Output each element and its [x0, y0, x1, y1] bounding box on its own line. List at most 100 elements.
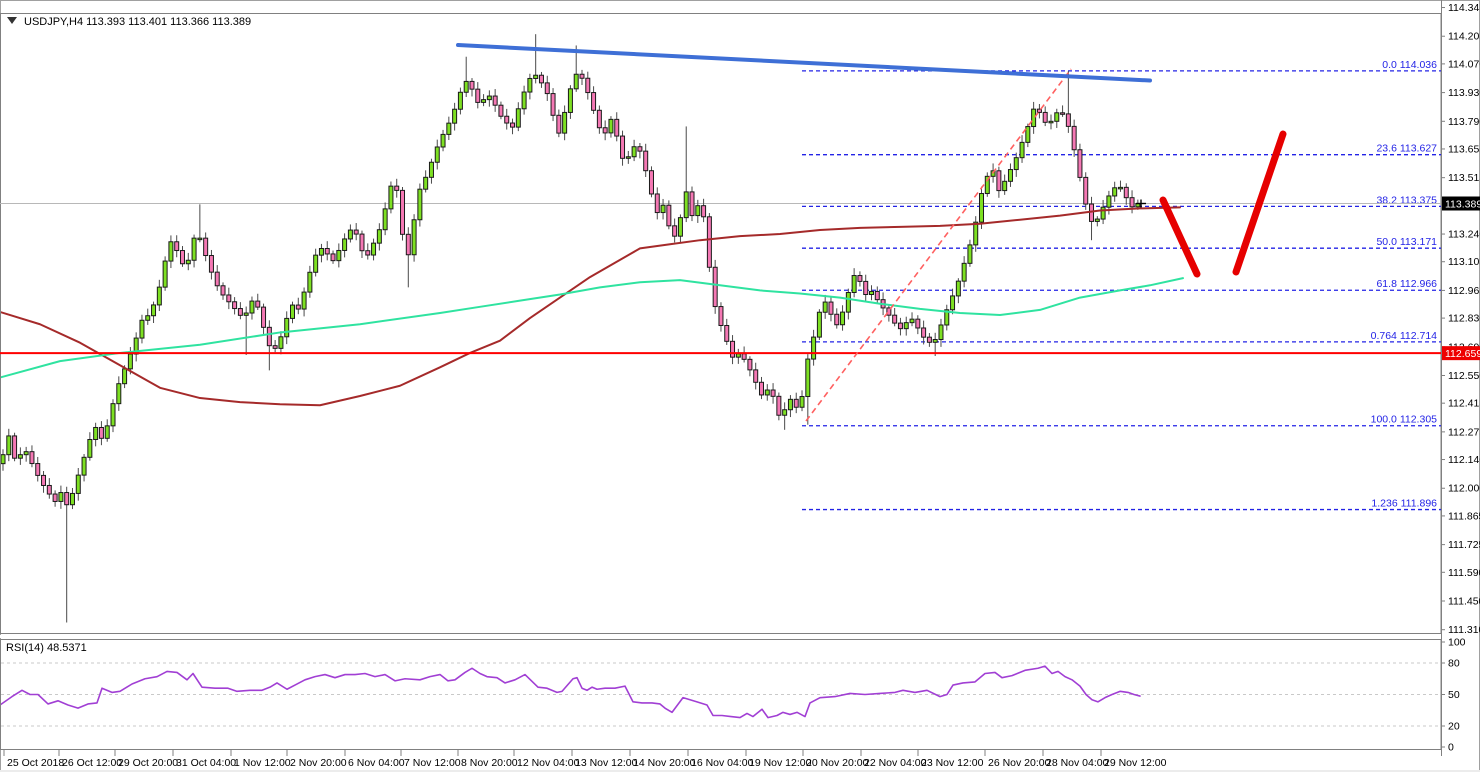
candle [179, 246, 185, 267]
slow-ma-line [1, 206, 1181, 407]
time-tick-label: 26 Nov 20:00 [988, 757, 1051, 769]
candle [938, 318, 944, 347]
candle [492, 89, 498, 112]
candle [249, 296, 255, 320]
candle [666, 200, 672, 230]
fib-level-label: 38.2 113.375 [1376, 194, 1437, 206]
candle [984, 172, 990, 197]
candle [961, 256, 967, 288]
candle [139, 314, 145, 344]
candle [232, 297, 238, 315]
time-tick-label: 16 Nov 04:00 [691, 757, 754, 769]
candle [718, 302, 724, 332]
candle [359, 230, 365, 258]
time-tick-label: 2 Nov 20:00 [290, 757, 347, 769]
candle [533, 34, 539, 84]
projection-arrow-down[interactable] [1159, 196, 1201, 278]
candle [336, 243, 342, 268]
candle [660, 198, 666, 220]
candle [52, 490, 58, 507]
candle [672, 218, 678, 243]
candle [168, 235, 174, 269]
candle [185, 252, 191, 271]
symbol-dropdown-icon[interactable] [7, 17, 17, 24]
price-tags-layer: 112.659 113.389 [1442, 196, 1480, 361]
candle [510, 118, 516, 135]
price-tick-label: 112.550 [1448, 370, 1480, 382]
price-tick-label: 112.275 [1448, 426, 1480, 438]
candle [428, 158, 434, 184]
candle [950, 288, 956, 315]
candle [1042, 106, 1048, 127]
candle [353, 223, 359, 241]
descending-resistance-trendline[interactable] [456, 43, 1152, 83]
candle [347, 224, 353, 243]
time-tick-label: 6 Nov 04:00 [348, 757, 405, 769]
price-tick-label: 113.655 [1448, 143, 1480, 155]
candle [770, 383, 776, 404]
candle [290, 301, 295, 324]
candle [452, 102, 458, 131]
candle [550, 88, 556, 122]
svg-text:113.389: 113.389 [1445, 199, 1480, 211]
fib-level-label: 23.6 113.627 [1376, 143, 1437, 155]
candle [261, 303, 267, 334]
candle [457, 87, 463, 115]
price-tick-label: 113.240 [1448, 229, 1480, 241]
candle [620, 130, 626, 166]
candle [382, 202, 388, 236]
candle [579, 69, 585, 85]
rsi-indicator-label: RSI(14) 48.5371 [6, 642, 87, 654]
candle [1025, 123, 1031, 148]
candle [81, 454, 87, 482]
time-tick-label: 14 Nov 20:00 [633, 757, 696, 769]
price-tick-label: 111.310 [1448, 624, 1480, 636]
candle [1071, 119, 1077, 157]
candle [845, 288, 851, 320]
time-tick-label: 7 Nov 12:00 [404, 757, 461, 769]
candle [475, 82, 481, 109]
candle [145, 308, 151, 325]
candle [405, 227, 411, 288]
rsi-tick-label: 50 [1448, 689, 1460, 701]
candle [197, 204, 203, 243]
candle [214, 265, 220, 291]
svg-text:112.659: 112.659 [1445, 348, 1480, 360]
candle [886, 304, 892, 322]
candle [255, 293, 261, 311]
candle [330, 250, 336, 264]
candle [782, 402, 788, 430]
candle [17, 447, 23, 465]
candle [272, 340, 278, 353]
candle [538, 71, 544, 88]
candle [921, 320, 927, 345]
candle [104, 419, 110, 442]
ascending-dashed-trendline[interactable] [805, 68, 1072, 422]
candle [342, 233, 348, 258]
candle [753, 362, 759, 390]
candle [1013, 152, 1019, 177]
candle [758, 376, 764, 400]
candle [683, 126, 689, 223]
rsi-pane [0, 639, 1442, 750]
candle [417, 183, 423, 227]
price-tick-label: 112.000 [1448, 483, 1480, 495]
candle [486, 90, 492, 107]
candle [614, 112, 620, 142]
candle [787, 395, 793, 418]
price-axis[interactable]: 114.345 114.205 114.070 113.930 113.790 113.6… [1441, 2, 1480, 636]
candle [776, 392, 782, 421]
candle [307, 265, 313, 298]
fib-level-label: 50.0 113.171 [1376, 236, 1437, 248]
rsi-tick-label: 20 [1448, 721, 1460, 733]
candle [423, 170, 429, 193]
projection-arrow-up[interactable] [1232, 130, 1287, 276]
candle [712, 259, 718, 314]
time-tick-label: 26 Oct 12:00 [62, 757, 122, 769]
candle [266, 320, 272, 371]
candle [591, 86, 597, 115]
time-tick-label: 20 Nov 20:00 [806, 757, 869, 769]
candle [324, 241, 330, 261]
